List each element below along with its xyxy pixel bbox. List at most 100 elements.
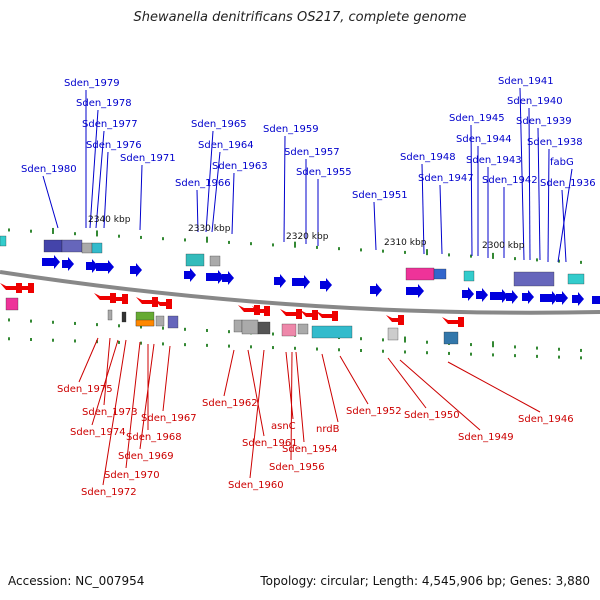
forward-gene-arrow bbox=[406, 284, 424, 298]
reverse-gene-leader-line bbox=[447, 361, 541, 413]
gene-feature-block bbox=[257, 321, 271, 335]
tick-mark bbox=[96, 230, 98, 237]
tick-mark bbox=[118, 324, 120, 328]
forward-gene-leader-line bbox=[283, 135, 286, 243]
reverse-gene-label: Sden_1967 bbox=[141, 413, 197, 424]
reverse-gene-label: nrdB bbox=[316, 424, 340, 435]
reverse-gene-label: Sden_1974 bbox=[70, 427, 126, 438]
forward-gene-arrow bbox=[96, 260, 114, 274]
gene-feature-block bbox=[443, 331, 459, 345]
forward-gene-label: Sden_1971 bbox=[120, 153, 176, 164]
tick-mark bbox=[140, 341, 142, 345]
kbp-labels: 2340 kbp 2330 kbp 2320 kbp 2310 kbp 2300 kbp bbox=[88, 215, 525, 251]
gene-feature-block bbox=[135, 319, 155, 327]
tick-mark bbox=[8, 228, 10, 232]
forward-gene-label: Sden_1979 bbox=[64, 78, 120, 89]
forward-gene-leader-line bbox=[211, 151, 221, 233]
forward-gene-leader-line bbox=[421, 163, 425, 255]
forward-gene-leader-line bbox=[103, 151, 109, 229]
tick-mark bbox=[514, 345, 516, 349]
reverse-gene-label: asnC bbox=[271, 421, 296, 432]
reverse-gene-arrow bbox=[300, 310, 318, 320]
tick-mark bbox=[52, 227, 54, 234]
tick-mark bbox=[514, 257, 516, 261]
tick-mark bbox=[382, 249, 384, 253]
forward-gene-arrow bbox=[184, 268, 196, 282]
reverse-gene-label: Sden_1946 bbox=[518, 414, 574, 425]
forward-gene-arrow bbox=[222, 271, 234, 285]
reverse-gene-arrow bbox=[0, 283, 22, 293]
tick-mark bbox=[250, 242, 252, 246]
reverse-gene-label: Sden_1956 bbox=[269, 462, 325, 473]
reverse-gene-leader-line bbox=[139, 343, 155, 450]
reverse-gene-arrow bbox=[94, 293, 116, 303]
tick-mark bbox=[448, 253, 450, 257]
gene-feature-block bbox=[91, 242, 103, 254]
tick-mark bbox=[30, 229, 32, 233]
tick-mark bbox=[184, 238, 186, 242]
kbp-label: 2300 kbp bbox=[482, 241, 525, 251]
forward-gene-arrow bbox=[42, 255, 60, 269]
kbp-label: 2320 kbp bbox=[286, 232, 329, 242]
kbp-label: 2330 kbp bbox=[188, 224, 231, 234]
reverse-gene-label: Sden_1952 bbox=[346, 406, 402, 417]
forward-gene-arrow bbox=[320, 278, 332, 292]
kbp-label: 2310 kbp bbox=[384, 238, 427, 248]
forward-gene-arrow bbox=[370, 283, 382, 297]
forward-gene-arrow bbox=[476, 288, 488, 302]
tick-mark bbox=[580, 260, 582, 264]
reverse-gene-leader-line bbox=[103, 337, 111, 406]
tick-mark bbox=[426, 351, 428, 355]
tick-mark bbox=[8, 318, 10, 322]
reverse-gene-arrow bbox=[386, 315, 404, 325]
tick-mark bbox=[162, 326, 164, 330]
gene-feature-block bbox=[387, 327, 399, 341]
tick-mark bbox=[30, 319, 32, 323]
gene-feature-block bbox=[0, 235, 7, 247]
forward-gene-arrow bbox=[592, 296, 600, 304]
forward-gene-leader-line bbox=[231, 172, 235, 235]
reverse-gene-leader-line bbox=[91, 339, 119, 426]
tick-mark bbox=[118, 234, 120, 238]
tick-mark bbox=[316, 245, 318, 249]
tick-mark bbox=[74, 321, 76, 325]
gene-feature-block bbox=[241, 319, 259, 335]
gene-feature-block bbox=[185, 253, 205, 267]
tick-mark bbox=[580, 348, 582, 352]
tick-mark bbox=[206, 328, 208, 332]
forward-gene-arrow bbox=[86, 259, 98, 273]
forward-gene-label: Sden_1963 bbox=[212, 161, 268, 172]
reverse-gene-label: Sden_1961 bbox=[242, 438, 298, 449]
reverse-gene-leader-line bbox=[387, 357, 427, 409]
reverse-gene-label: Sden_1973 bbox=[82, 407, 138, 418]
tick-mark bbox=[492, 353, 494, 357]
gene-feature-block bbox=[5, 297, 19, 311]
tick-mark bbox=[360, 337, 362, 341]
tick-mark bbox=[74, 339, 76, 343]
tick-mark bbox=[360, 349, 362, 352]
forward-gene-label: Sden_1948 bbox=[400, 152, 456, 163]
tick-mark bbox=[294, 346, 296, 350]
gene-feature-block bbox=[567, 273, 585, 285]
tick-mark bbox=[492, 252, 494, 259]
tick-mark bbox=[558, 259, 560, 263]
label-leader-lines bbox=[42, 87, 573, 486]
gene-feature-block bbox=[311, 325, 353, 339]
forward-gene-leader-line bbox=[528, 107, 531, 261]
tick-mark bbox=[206, 343, 208, 347]
forward-gene-label: fabG bbox=[550, 157, 574, 168]
reverse-gene-arrow bbox=[16, 283, 34, 293]
forward-gene-label: Sden_1941 bbox=[498, 76, 554, 87]
forward-gene-label: Sden_1940 bbox=[507, 96, 563, 107]
tick-mark bbox=[426, 249, 428, 256]
gene-feature-block bbox=[81, 242, 93, 254]
reverse-gene-arrow bbox=[442, 317, 464, 327]
tick-mark bbox=[382, 349, 384, 353]
forward-gene-arrow bbox=[540, 291, 558, 305]
forward-gene-label: Sden_1944 bbox=[456, 134, 512, 145]
reverse-gene-arrow bbox=[280, 309, 302, 319]
reverse-gene-arrow bbox=[110, 294, 128, 304]
tick-mark bbox=[96, 340, 98, 344]
reverse-gene-leader-line bbox=[78, 337, 99, 383]
forward-gene-label: Sden_1945 bbox=[449, 113, 505, 124]
